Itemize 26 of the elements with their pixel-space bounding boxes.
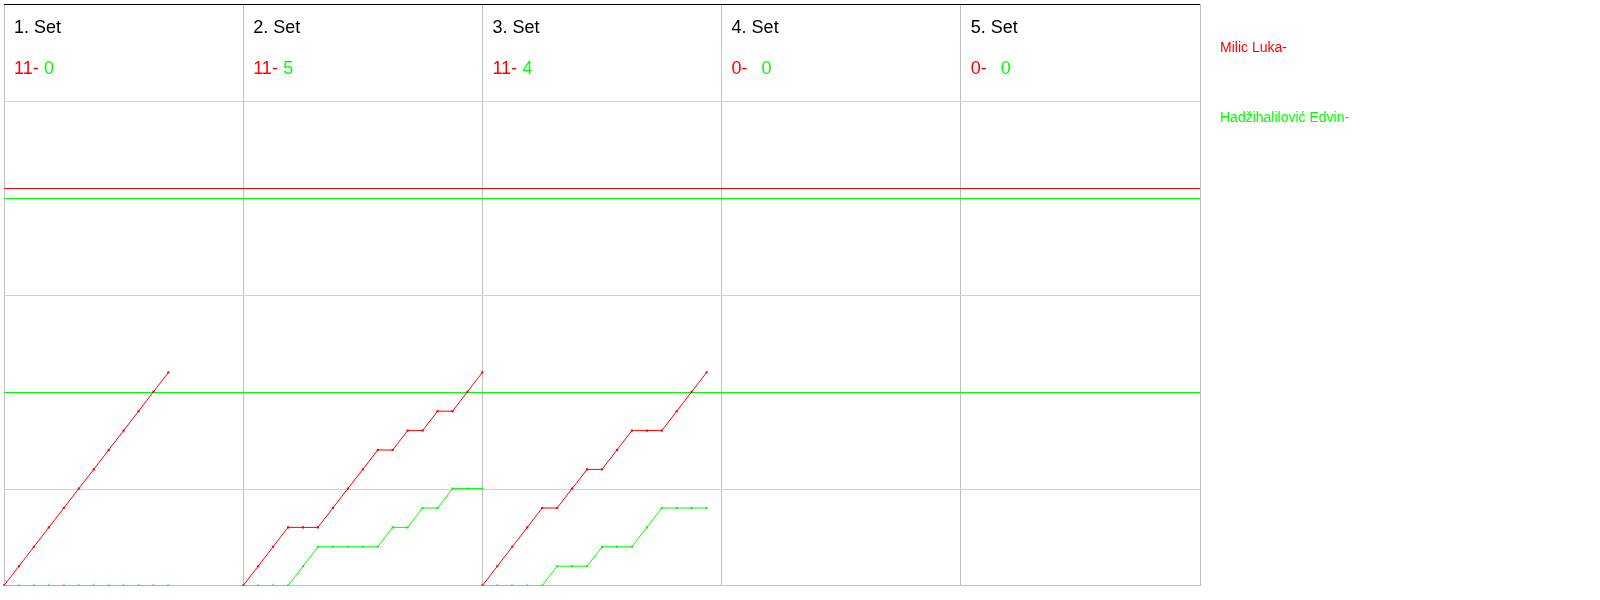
text: 11- <box>253 58 278 78</box>
point <box>167 371 170 374</box>
text: 4 <box>522 58 533 78</box>
point <box>436 410 439 413</box>
text: 11- <box>492 58 518 78</box>
text: 5. Set <box>970 17 1018 37</box>
text: Hadžihalilović Edvin- <box>1220 109 1350 125</box>
text: 1. Set <box>14 17 62 37</box>
point <box>436 506 439 510</box>
text: 0 <box>761 58 772 78</box>
text: 5 <box>283 58 294 78</box>
point <box>451 410 454 413</box>
point <box>451 487 454 490</box>
text: 0- <box>731 58 748 78</box>
point <box>137 410 140 413</box>
text: 0 <box>1000 58 1011 78</box>
text: 2. Set <box>253 17 301 37</box>
text: 11- <box>14 58 39 78</box>
text: 0 <box>44 58 55 78</box>
text: 0- <box>970 58 987 78</box>
point <box>466 487 469 490</box>
point <box>466 390 469 393</box>
text: Milic Luka- <box>1220 39 1288 55</box>
text: 4. Set <box>731 17 779 37</box>
text: 3. Set <box>492 17 540 37</box>
point <box>152 390 155 393</box>
